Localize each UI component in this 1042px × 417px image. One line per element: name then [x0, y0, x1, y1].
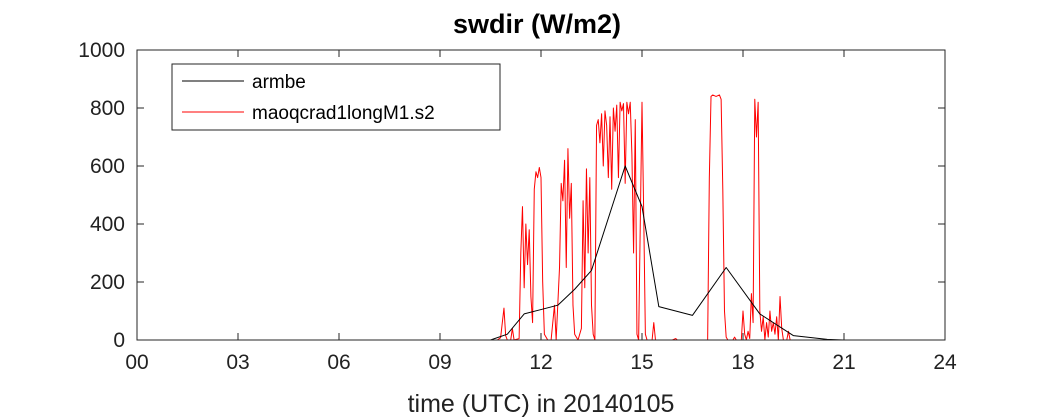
x-tick-label: 06	[327, 351, 350, 374]
y-tick-label: 800	[90, 97, 125, 120]
legend-box	[171, 63, 501, 131]
x-axis-label: time (UTC) in 20140105	[408, 390, 675, 417]
axes-layer: 00 03 06 09 12 15 18 21 24 0 200 400 600 800 1000	[78, 39, 957, 374]
x-tick-label: 15	[630, 351, 653, 374]
chart-title: swdir (W/m2)	[453, 9, 621, 39]
legend-label: armbe	[252, 72, 306, 93]
series-line-maoqcrad1longm1	[137, 94, 945, 341]
x-tick-label: 12	[529, 351, 552, 374]
y-tick-label: 400	[90, 213, 125, 236]
series-line-armbe	[137, 165, 945, 341]
y-tick-label: 1000	[78, 39, 125, 62]
legend-label: maoqcrad1longM1.s2	[252, 103, 435, 124]
y-tick-label: 600	[90, 155, 125, 178]
x-tick-label: 21	[832, 351, 855, 374]
x-tick-label: 09	[428, 351, 451, 374]
x-tick-label: 03	[226, 351, 249, 374]
legend: armbe maoqcrad1longM1.s2	[171, 63, 501, 131]
x-tick-label: 00	[125, 351, 148, 374]
x-tick-label: 18	[731, 351, 754, 374]
y-tick-label: 200	[90, 271, 125, 294]
series-layer	[137, 94, 945, 341]
x-tick-label: 24	[933, 351, 957, 374]
y-tick-label: 0	[113, 329, 125, 352]
